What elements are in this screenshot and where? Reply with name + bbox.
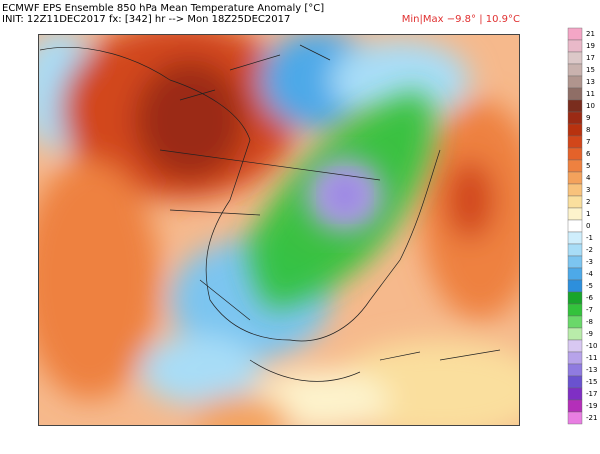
colorbar-swatch <box>567 255 583 269</box>
colorbar-swatch <box>567 243 583 257</box>
colorbar-label: 17 <box>586 54 595 62</box>
colorbar-swatch <box>567 159 583 173</box>
colorbar-label: -1 <box>586 234 593 242</box>
colorbar-swatch <box>567 231 583 245</box>
colorbar-label: -4 <box>586 270 594 278</box>
colorbar-swatch <box>567 111 583 125</box>
colorbar-swatch <box>567 195 583 209</box>
colorbar-swatch <box>567 99 583 113</box>
colorbar-label: -9 <box>586 330 593 338</box>
colorbar-swatch <box>567 39 583 53</box>
colorbar-label: 0 <box>586 222 590 230</box>
colorbar-swatch <box>567 375 583 389</box>
colorbar-label: 6 <box>586 150 591 158</box>
colorbar-label: -10 <box>586 342 597 350</box>
colorbar-swatch <box>567 123 583 137</box>
colorbar-swatch <box>567 399 583 413</box>
colorbar: 211917151311109876543210-1-2-3-4-5-6-7-8… <box>567 27 597 425</box>
colorbar-swatch <box>567 63 583 77</box>
colorbar-label: -2 <box>586 246 593 254</box>
init-line: INIT: 12Z11DEC2017 fx: [342] hr --> Mon … <box>2 14 290 25</box>
colorbar-label: 7 <box>586 138 590 146</box>
colorbar-label: -7 <box>586 306 593 314</box>
colorbar-swatch <box>567 147 583 161</box>
colorbar-swatch <box>567 27 583 41</box>
colorbar-label: -5 <box>586 282 593 290</box>
colorbar-label: 9 <box>586 114 590 122</box>
min-max: Min|Max −9.8° | 10.9°C <box>402 14 520 25</box>
colorbar-swatch <box>567 87 583 101</box>
colorbar-swatch <box>567 171 583 185</box>
colorbar-label: 13 <box>586 78 595 86</box>
colorbar-swatch <box>567 51 583 65</box>
colorbar-swatch <box>567 291 583 305</box>
title: ECMWF EPS Ensemble 850 hPa Mean Temperat… <box>2 3 324 14</box>
colorbar-swatch <box>567 411 583 425</box>
colorbar-label: -21 <box>586 414 597 422</box>
colorbar-label: 2 <box>586 198 590 206</box>
colorbar-label: 19 <box>586 42 595 50</box>
colorbar-label: 3 <box>586 186 590 194</box>
colorbar-label: -13 <box>586 366 597 374</box>
colorbar-swatch <box>567 183 583 197</box>
colorbar-label: -11 <box>586 354 597 362</box>
colorbar-label: 21 <box>586 30 595 38</box>
colorbar-swatch <box>567 207 583 221</box>
colorbar-label: -19 <box>586 402 597 410</box>
colorbar-swatch <box>567 75 583 89</box>
colorbar-swatch <box>567 351 583 365</box>
colorbar-label: 4 <box>586 174 591 182</box>
colorbar-swatch <box>567 267 583 281</box>
colorbar-label: 11 <box>586 90 595 98</box>
colorbar-label: -6 <box>586 294 594 302</box>
colorbar-label: 5 <box>586 162 590 170</box>
colorbar-label: -17 <box>586 390 597 398</box>
colorbar-label: -8 <box>586 318 593 326</box>
colorbar-swatch <box>567 303 583 317</box>
colorbar-label: -15 <box>586 378 597 386</box>
colorbar-swatch <box>567 315 583 329</box>
colorbar-label: -3 <box>586 258 593 266</box>
colorbar-swatch <box>567 219 583 233</box>
colorbar-swatch <box>567 279 583 293</box>
colorbar-swatch <box>567 363 583 377</box>
map <box>38 34 520 426</box>
colorbar-label: 8 <box>586 126 590 134</box>
colorbar-swatch <box>567 339 583 353</box>
colorbar-swatch <box>567 135 583 149</box>
colorbar-swatch <box>567 327 583 341</box>
colorbar-label: 10 <box>586 102 595 110</box>
colorbar-label: 15 <box>586 66 595 74</box>
colorbar-swatch <box>567 387 583 401</box>
colorbar-label: 1 <box>586 210 590 218</box>
